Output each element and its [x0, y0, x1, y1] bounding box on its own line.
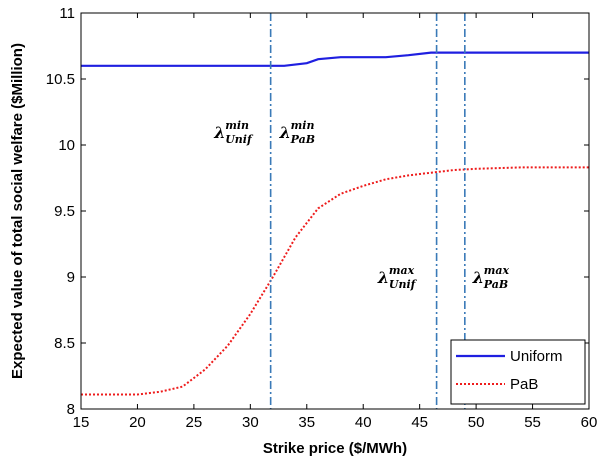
y-tick-label: 11	[59, 5, 75, 22]
x-tick-label: 35	[298, 414, 315, 431]
legend: Uniform PaB	[450, 339, 586, 405]
series-line-pab	[81, 166, 589, 396]
y-tick-label: 10.5	[46, 71, 75, 88]
svg-text:PaB: PaB	[483, 278, 508, 291]
y-tick-label: 8	[67, 401, 75, 418]
x-tick-label: 20	[129, 414, 146, 431]
svg-text:λ: λ	[213, 123, 225, 142]
x-tick-label: 30	[242, 414, 259, 431]
x-axis: 15 20 25 30 35 40 45 50 55 60	[73, 13, 598, 431]
y-tick-label: 9.5	[54, 203, 75, 220]
svg-text:max: max	[484, 264, 510, 277]
svg-text:max: max	[389, 264, 415, 277]
y-axis-label: Expected value of total social welfare (…	[9, 43, 26, 379]
svg-text:PaB: PaB	[290, 133, 315, 146]
y-axis: 8 8.5 9 9.5 10 10.5 11	[46, 5, 589, 418]
svg-text:Unif: Unif	[225, 133, 254, 146]
svg-text:λ: λ	[279, 123, 291, 142]
svg-text:λ: λ	[377, 268, 389, 287]
y-tick-label: 9	[67, 269, 75, 286]
x-tick-label: 40	[355, 414, 372, 431]
x-tick-label: 55	[524, 414, 541, 431]
legend-label-pab: PaB	[510, 376, 538, 393]
legend-label-uniform: Uniform	[510, 348, 563, 365]
legend-box	[450, 339, 586, 405]
svg-text:min: min	[291, 119, 315, 132]
y-tick-label: 10	[58, 137, 75, 154]
svg-text:λ: λ	[472, 268, 484, 287]
x-tick-label: 15	[73, 414, 90, 431]
x-tick-label: 60	[581, 414, 598, 431]
y-tick-label: 8.5	[54, 335, 75, 352]
reference-lines	[269, 13, 466, 409]
svg-text:min: min	[225, 119, 249, 132]
x-tick-label: 25	[186, 414, 203, 431]
x-axis-label: Strike price ($/MWh)	[263, 440, 407, 457]
x-tick-label: 50	[468, 414, 485, 431]
x-tick-label: 45	[411, 414, 428, 431]
svg-text:Unif: Unif	[389, 278, 418, 291]
